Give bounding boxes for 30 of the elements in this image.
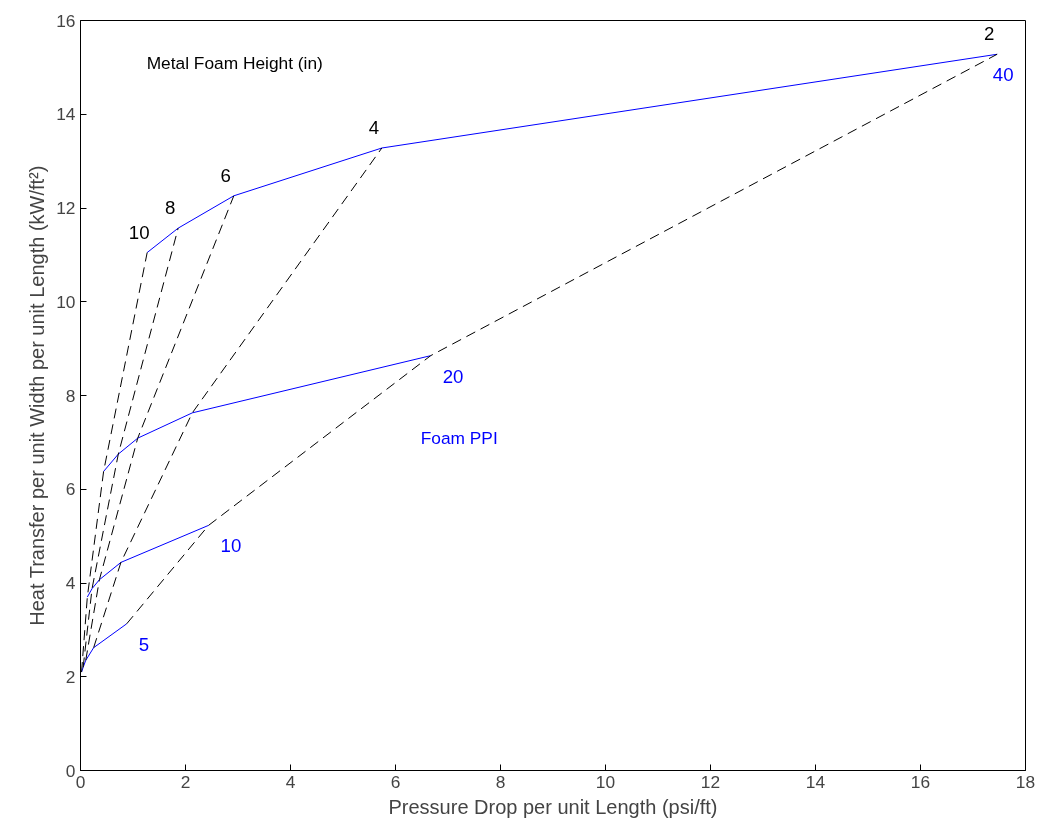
x-tick-label: 16 bbox=[910, 771, 931, 792]
x-tick-label: 8 bbox=[495, 771, 506, 792]
x-tick-label: 10 bbox=[595, 771, 616, 792]
y-tick-label: 12 bbox=[56, 198, 76, 218]
x-tick-label: 18 bbox=[1015, 771, 1036, 792]
y-tick-label: 16 bbox=[56, 10, 76, 31]
y-tick-label: 8 bbox=[65, 385, 76, 406]
series-label: 4 bbox=[368, 117, 380, 138]
series-label: 6 bbox=[220, 164, 231, 186]
series-label: 10 bbox=[220, 535, 242, 557]
x-tick-label: 6 bbox=[390, 771, 401, 792]
annotation: Foam PPI bbox=[420, 428, 498, 448]
series-label: 40 bbox=[992, 64, 1014, 86]
y-tick-label: 2 bbox=[65, 666, 76, 687]
y-tick-label: 10 bbox=[56, 291, 76, 312]
series-label: 8 bbox=[164, 197, 176, 219]
x-tick-label: 2 bbox=[180, 771, 191, 792]
y-tick-label: 4 bbox=[65, 573, 76, 593]
y-axis-title: Heat Transfer per unit Width per unit Length (kW/ft²) bbox=[26, 165, 49, 626]
y-tick-label: 14 bbox=[56, 104, 76, 125]
x-tick-label: 12 bbox=[700, 771, 721, 792]
annotation: Metal Foam Height (in) bbox=[146, 53, 323, 73]
series-label: 5 bbox=[138, 633, 150, 655]
series-label: 20 bbox=[442, 365, 464, 387]
x-tick-label: 4 bbox=[285, 771, 296, 792]
x-tick-label: 14 bbox=[805, 771, 826, 792]
series-label: 2 bbox=[983, 23, 995, 45]
x-axis-title: Pressure Drop per unit Length (psi/ft) bbox=[388, 795, 718, 818]
y-tick-label: 6 bbox=[65, 479, 76, 500]
series-label: 10 bbox=[128, 221, 150, 243]
